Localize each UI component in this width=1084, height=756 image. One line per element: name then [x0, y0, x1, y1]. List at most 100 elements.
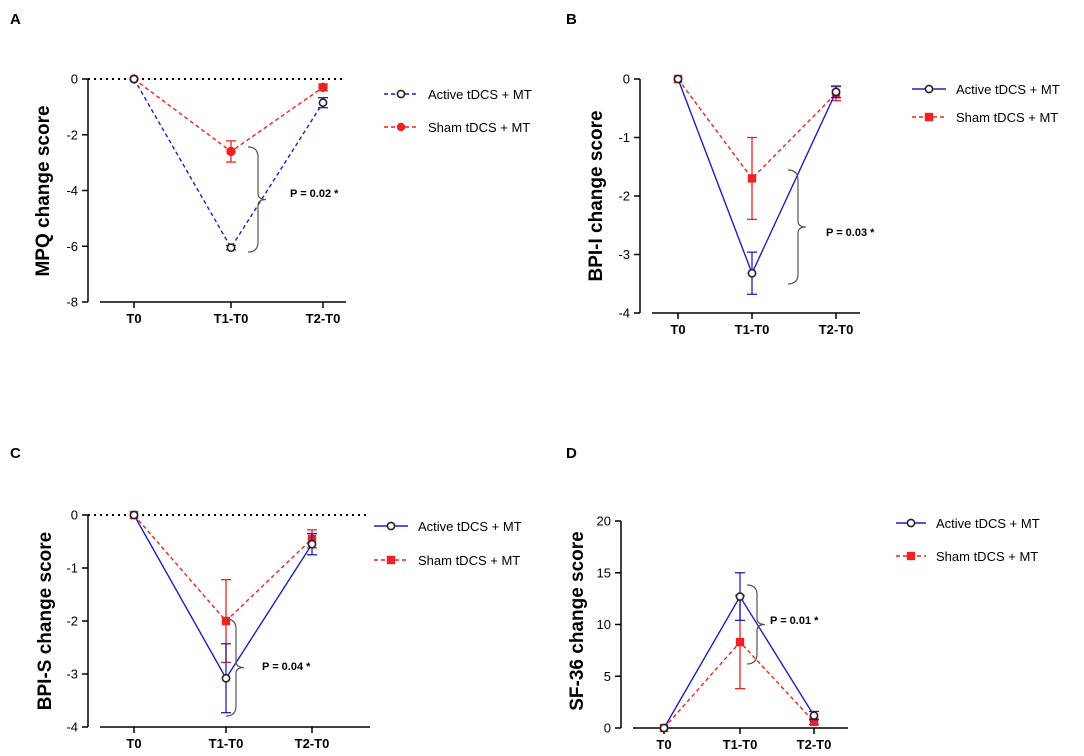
legend-label: Sham tDCS + MT	[936, 549, 1038, 564]
y-tick-label: -2	[66, 614, 78, 629]
y-tick-label: -1	[66, 561, 78, 576]
y-tick-label: -4	[66, 183, 78, 198]
significance-bracket	[225, 618, 245, 717]
legend-marker	[924, 84, 934, 94]
data-point	[226, 243, 236, 253]
legend-marker	[924, 112, 934, 122]
y-axis-label: BPI-I change score	[586, 110, 607, 281]
x-tick-label: T2-T0	[819, 322, 854, 337]
y-tick-label: 10	[597, 617, 611, 632]
y-axis-label: BPI-S change score	[35, 532, 56, 710]
data-point	[226, 146, 236, 157]
panel-letter: C	[10, 445, 21, 462]
significance-bracket	[787, 169, 807, 285]
legend-marker	[906, 518, 916, 528]
legend-label: Sham tDCS + MT	[418, 553, 520, 568]
legend-label: Active tDCS + MT	[418, 519, 522, 534]
data-point	[809, 711, 819, 720]
x-tick-label: T1-T0	[723, 737, 758, 752]
legend-label: Active tDCS + MT	[428, 87, 532, 102]
y-tick-label: -3	[618, 247, 630, 262]
y-tick-label: -3	[66, 667, 78, 682]
x-tick-label: T1-T0	[735, 322, 770, 337]
y-tick-label: -6	[66, 239, 78, 254]
legend-marker	[386, 521, 396, 531]
x-tick-label: T0	[656, 737, 671, 752]
panel-letter: A	[10, 11, 21, 28]
x-tick-label: T1-T0	[209, 736, 244, 751]
legend-label: Active tDCS + MT	[956, 82, 1060, 97]
series-line	[133, 78, 324, 249]
data-point	[735, 592, 745, 601]
y-tick-label: 0	[71, 508, 78, 523]
data-point	[221, 616, 231, 626]
series-sham	[673, 74, 841, 221]
y-tick-label: -4	[618, 306, 630, 321]
y-tick-label: -2	[66, 127, 78, 142]
series-active	[129, 510, 317, 714]
x-tick-label: T1-T0	[214, 311, 249, 326]
data-point	[221, 673, 231, 683]
y-tick-label: 0	[623, 72, 630, 87]
y-tick-label: -2	[618, 189, 630, 204]
series-line	[133, 514, 313, 623]
data-point	[659, 723, 669, 733]
y-tick-label: -1	[618, 130, 630, 145]
series-sham	[129, 74, 328, 163]
data-point	[318, 98, 328, 108]
series-line	[663, 641, 815, 729]
significance-bracket	[746, 584, 766, 665]
legend-label: Active tDCS + MT	[936, 516, 1040, 531]
legend-entry-active: Active tDCS + MT	[384, 87, 532, 102]
x-tick-label: T0	[126, 736, 141, 751]
data-point	[129, 74, 139, 84]
chart-panel-c: C 0 -1 -2 -3 -4 T0 T1-T0 T2-T0 BPI-S change score…	[10, 445, 522, 751]
series-sham	[129, 510, 317, 663]
y-tick-label: 20	[597, 514, 611, 529]
legend-entry-active: Active tDCS + MT	[912, 82, 1060, 97]
data-point	[831, 87, 841, 97]
x-tick-label: T0	[126, 311, 141, 326]
data-point	[129, 510, 139, 520]
legend-marker	[386, 555, 396, 565]
chart-panel-a: A 0 -2 -4 -6 -8 T0 T1-T0 T2-T0 MPQ change score P …	[10, 11, 532, 326]
panel-letter: D	[566, 445, 577, 462]
y-tick-label: 0	[71, 72, 78, 87]
y-tick-label: 15	[597, 565, 611, 580]
series-line	[677, 78, 837, 180]
p-value-annotation: P = 0.02 *	[290, 188, 339, 200]
legend-marker	[396, 89, 406, 99]
p-value-annotation: P = 0.01 *	[770, 615, 819, 627]
legend-label: Sham tDCS + MT	[428, 120, 530, 135]
series-active	[659, 572, 819, 733]
legend-marker	[906, 551, 916, 561]
legend-entry-sham: Sham tDCS + MT	[384, 120, 530, 135]
y-axis-label: SF-36 change score	[567, 531, 588, 711]
data-point	[747, 174, 757, 183]
series-line	[677, 78, 837, 276]
legend-entry-active: Active tDCS + MT	[896, 516, 1040, 531]
chart-panel-b: B 0 -1 -2 -3 -4 T0 T1-T0 T2-T0 BPI-I change score…	[566, 11, 1060, 337]
data-point	[318, 82, 328, 93]
data-point	[673, 74, 683, 84]
legend-entry-sham: Sham tDCS + MT	[374, 553, 520, 568]
x-tick-label: T2-T0	[306, 311, 341, 326]
y-tick-label: -8	[66, 295, 78, 310]
p-value-annotation: P = 0.04 *	[262, 661, 311, 673]
y-tick-label: -4	[66, 720, 78, 735]
p-value-annotation: P = 0.03 *	[826, 227, 875, 239]
y-tick-label: 0	[604, 721, 611, 736]
panel-letter: B	[566, 11, 577, 28]
series-active	[129, 74, 328, 253]
data-point	[747, 268, 757, 278]
legend-label: Sham tDCS + MT	[956, 110, 1058, 125]
x-tick-label: T0	[670, 322, 685, 337]
legend-marker	[396, 122, 406, 132]
y-axis-label: MPQ change score	[33, 105, 54, 276]
legend-entry-sham: Sham tDCS + MT	[912, 110, 1058, 125]
legend-entry-active: Active tDCS + MT	[374, 519, 522, 534]
chart-panel-d: D 20 15 10 5 0 T0 T1-T0 T2-T0 SF-36 change score P…	[566, 445, 1040, 752]
data-point	[735, 637, 745, 647]
series-line	[133, 514, 313, 680]
